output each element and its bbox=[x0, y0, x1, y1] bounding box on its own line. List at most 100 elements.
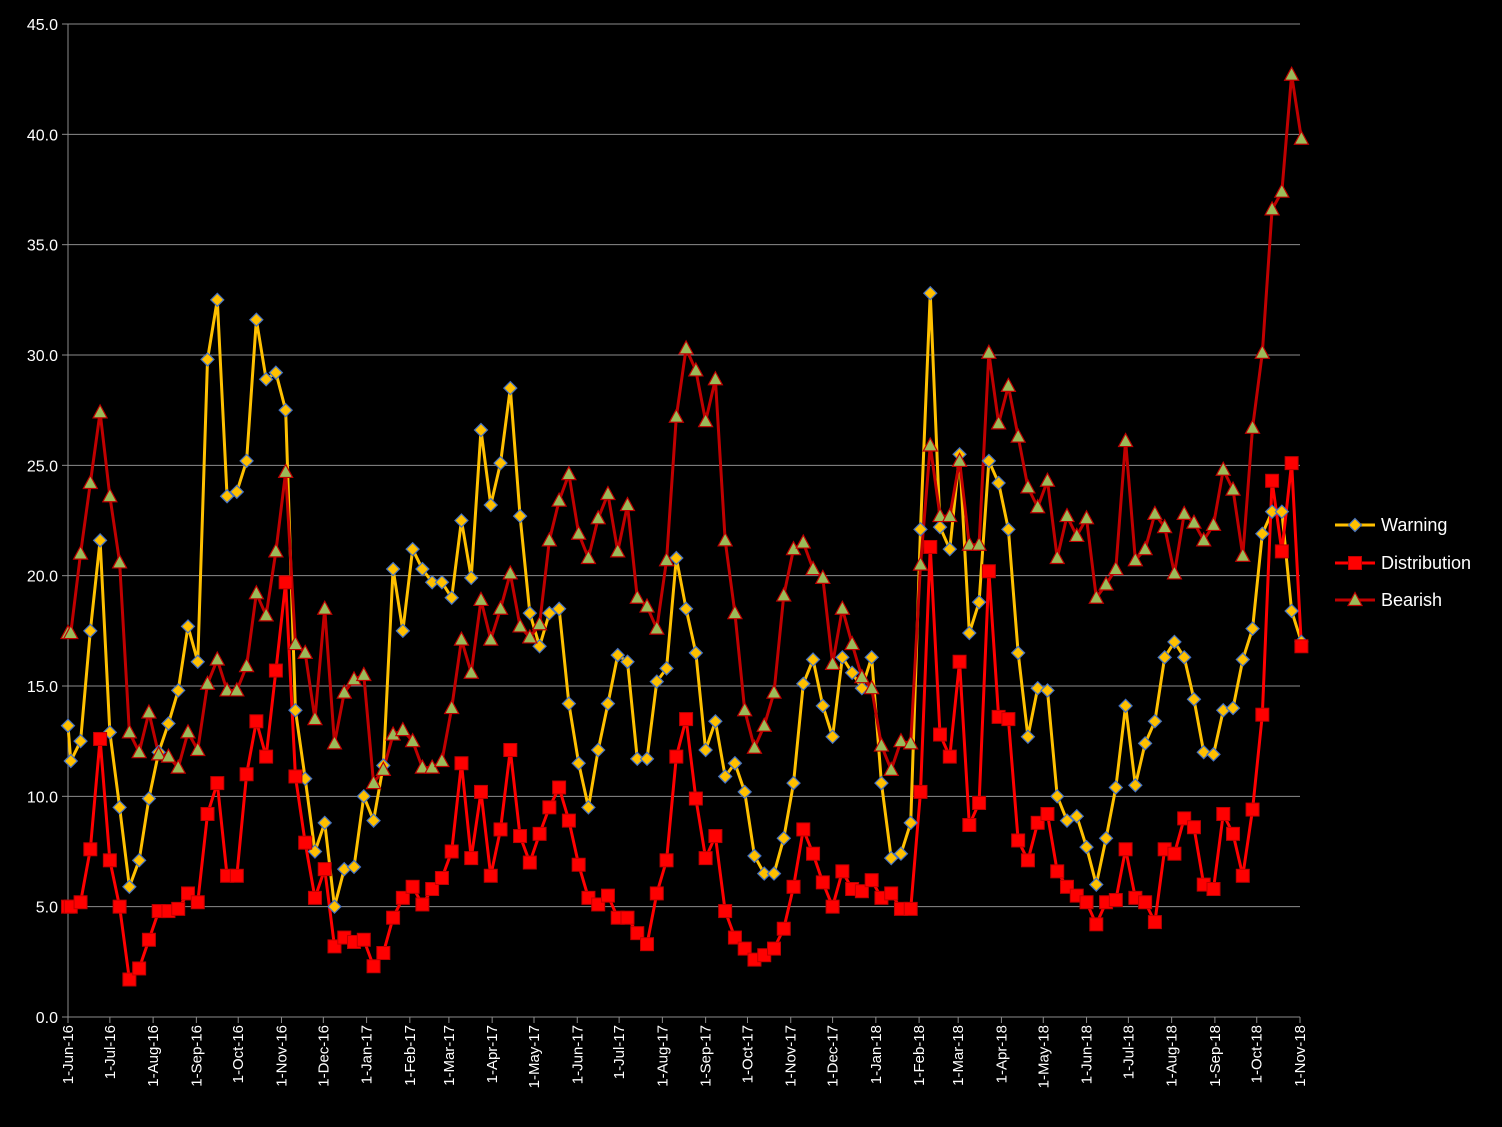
data-point-warning bbox=[844, 665, 860, 681]
data-point-distribution bbox=[815, 875, 830, 890]
data-point-warning bbox=[795, 676, 811, 692]
data-point-distribution bbox=[1020, 853, 1035, 868]
data-point-distribution bbox=[796, 822, 811, 837]
data-point-bearish bbox=[629, 588, 646, 604]
axes: 0.0 5.0 10.0 15.0 20.0 25.0 30.0 35.0 40.0 45.0 1-… bbox=[27, 17, 1309, 1088]
data-point-warning bbox=[239, 453, 254, 469]
data-point-distribution bbox=[1274, 544, 1289, 559]
data-point-warning bbox=[1137, 736, 1153, 751]
data-point-bearish bbox=[170, 758, 187, 774]
data-point-bearish bbox=[140, 703, 157, 719]
x-tick-label: 1-Jul-18 bbox=[1120, 1025, 1137, 1079]
data-point-bearish bbox=[521, 628, 538, 644]
data-point-distribution bbox=[503, 742, 518, 757]
data-point-warning bbox=[258, 371, 274, 387]
data-point-warning bbox=[356, 788, 372, 804]
data-point-warning bbox=[1196, 744, 1212, 760]
data-point-distribution bbox=[1206, 882, 1221, 897]
data-point-distribution bbox=[249, 714, 264, 729]
data-point-warning bbox=[522, 605, 538, 621]
data-point-bearish bbox=[1137, 540, 1154, 556]
data-point-bearish bbox=[228, 681, 245, 697]
data-point-distribution bbox=[464, 851, 479, 866]
data-point-warning bbox=[1098, 830, 1114, 846]
data-point-bearish bbox=[1107, 560, 1124, 576]
data-point-bearish bbox=[668, 408, 685, 423]
data-point-bearish bbox=[111, 553, 128, 569]
data-point-bearish bbox=[824, 655, 841, 671]
data-point-bearish bbox=[1234, 547, 1251, 562]
data-point-warning bbox=[317, 815, 333, 831]
data-point-warning bbox=[1128, 777, 1143, 793]
data-point-bearish bbox=[1127, 551, 1144, 567]
data-point-bearish bbox=[306, 710, 323, 726]
data-point-distribution bbox=[298, 835, 313, 850]
x-tick-label: 1-Jan-18 bbox=[868, 1025, 885, 1084]
data-point-distribution bbox=[317, 862, 332, 877]
data-point-warning bbox=[835, 649, 850, 665]
data-point-distribution bbox=[83, 842, 98, 857]
data-point-bearish bbox=[707, 370, 724, 386]
data-point-distribution bbox=[913, 784, 928, 799]
data-point-distribution bbox=[376, 946, 391, 961]
data-point-bearish bbox=[1049, 549, 1066, 565]
data-point-bearish bbox=[375, 761, 392, 776]
data-point-bearish bbox=[1146, 505, 1163, 520]
data-point-bearish bbox=[883, 761, 900, 776]
data-point-warning bbox=[571, 755, 587, 771]
data-point-warning bbox=[971, 594, 987, 610]
data-point-distribution bbox=[864, 873, 879, 888]
data-point-bearish bbox=[1215, 460, 1232, 476]
data-point-bearish bbox=[687, 361, 704, 377]
data-point-warning bbox=[385, 561, 401, 577]
y-tick-label: 15.0 bbox=[27, 679, 58, 696]
data-point-bearish bbox=[238, 657, 255, 673]
x-tick-label: 1-Apr-18 bbox=[993, 1025, 1010, 1083]
data-point-warning bbox=[1030, 680, 1046, 696]
data-point-warning bbox=[766, 866, 782, 881]
data-point-distribution bbox=[620, 910, 635, 925]
data-point-bearish bbox=[1068, 527, 1085, 543]
x-tick-label: 1-Sep-18 bbox=[1207, 1025, 1224, 1087]
data-point-warning bbox=[229, 484, 245, 500]
x-tick-label: 1-Feb-17 bbox=[402, 1025, 419, 1086]
data-point-distribution bbox=[1138, 895, 1153, 910]
data-point-distribution bbox=[386, 910, 401, 925]
data-point-bearish bbox=[560, 465, 577, 481]
data-point-distribution bbox=[239, 767, 254, 782]
series-markers-distribution bbox=[61, 456, 1309, 987]
data-point-warning bbox=[776, 830, 792, 846]
data-point-warning bbox=[825, 729, 840, 745]
data-point-bearish bbox=[1205, 516, 1222, 532]
data-point-distribution bbox=[766, 941, 781, 956]
x-tick-label: 1-Jun-17 bbox=[569, 1025, 586, 1084]
data-point-distribution bbox=[659, 853, 674, 868]
data-point-warning bbox=[893, 846, 909, 862]
data-point-warning bbox=[864, 649, 880, 665]
data-point-bearish bbox=[912, 555, 929, 571]
data-point-bearish bbox=[62, 624, 79, 640]
data-point-warning bbox=[756, 866, 772, 881]
data-point-bearish bbox=[1283, 65, 1300, 81]
data-point-distribution bbox=[307, 890, 322, 905]
data-point-bearish bbox=[892, 732, 909, 748]
x-tick-label: 1-Feb-18 bbox=[911, 1025, 928, 1086]
data-point-warning bbox=[1235, 652, 1251, 667]
data-point-bearish bbox=[980, 344, 997, 359]
data-point-warning bbox=[502, 380, 518, 396]
data-point-warning bbox=[180, 619, 196, 634]
data-point-bearish bbox=[599, 485, 616, 501]
legend-item-warning: Warning bbox=[1335, 515, 1447, 535]
data-point-bearish bbox=[1010, 427, 1027, 443]
data-point-distribution bbox=[229, 868, 244, 883]
data-point-bearish bbox=[297, 644, 314, 660]
data-point-distribution bbox=[1167, 846, 1182, 861]
data-point-bearish bbox=[1273, 182, 1290, 198]
data-point-distribution bbox=[278, 575, 293, 590]
data-point-bearish bbox=[433, 752, 450, 768]
data-point-warning bbox=[727, 755, 743, 771]
data-point-warning bbox=[1001, 521, 1016, 537]
data-point-warning bbox=[424, 574, 440, 590]
y-tick-label: 25.0 bbox=[27, 458, 58, 475]
data-point-distribution bbox=[200, 806, 215, 821]
